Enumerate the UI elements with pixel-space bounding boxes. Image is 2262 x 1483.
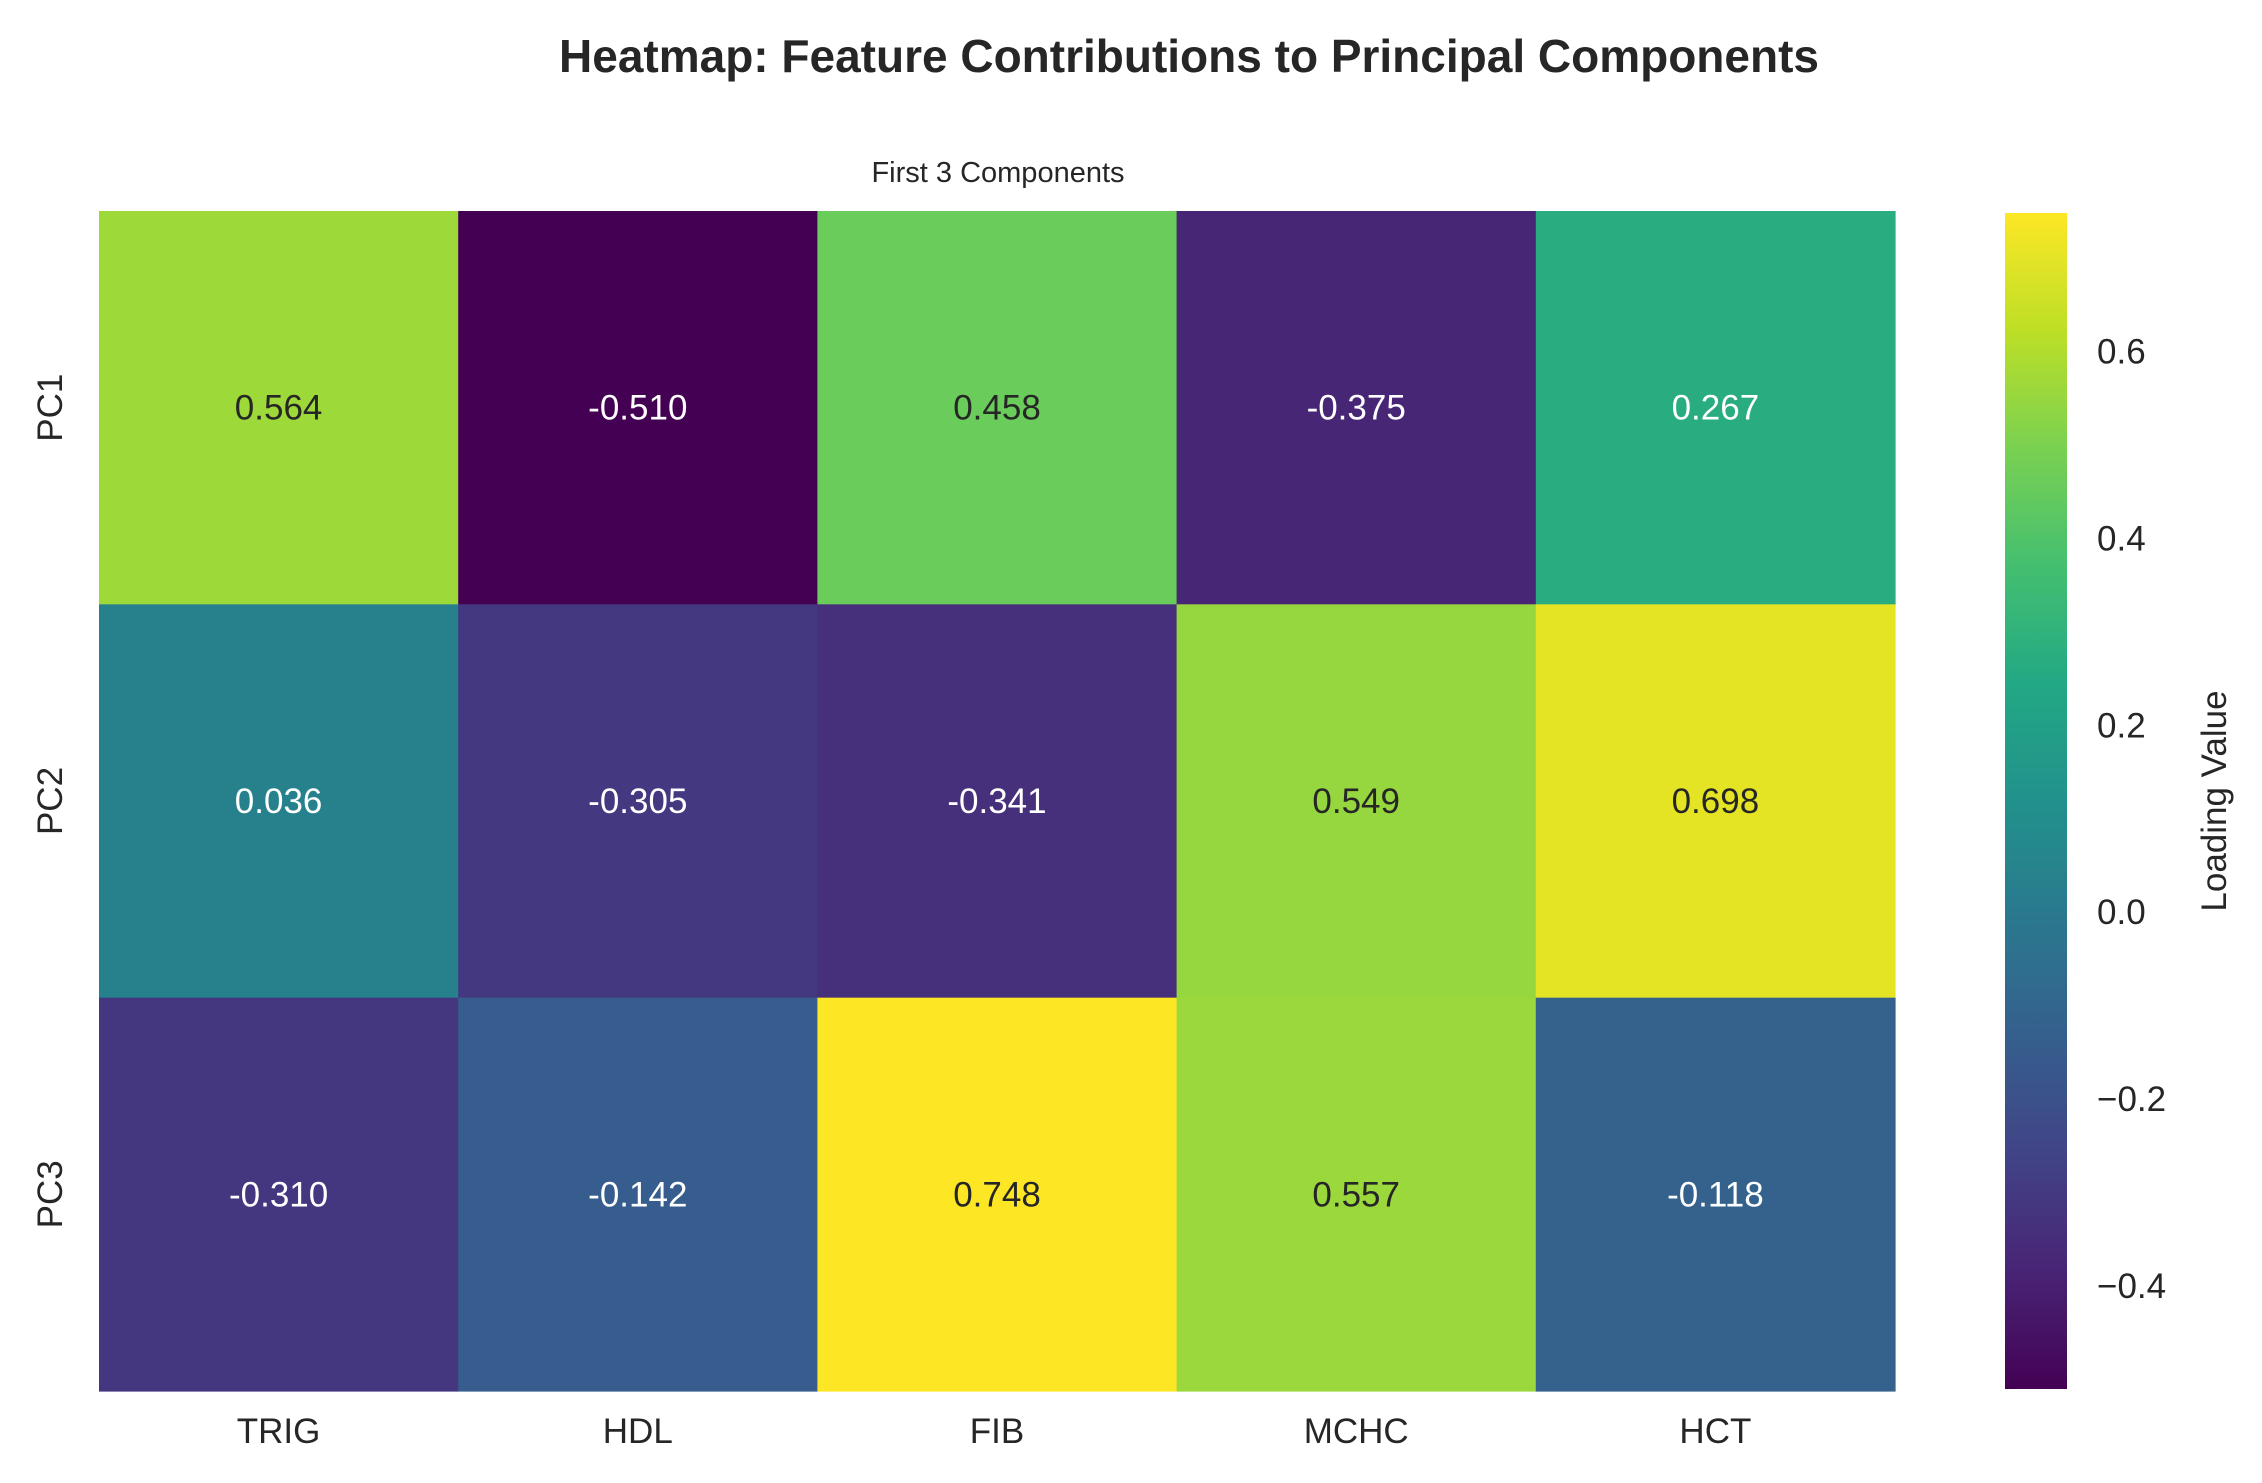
colorbar-tick-label: 0.4 [2097, 519, 2146, 558]
cell-value-label: 0.458 [953, 389, 1041, 428]
heatmap-cell-pc2-mchc [1176, 604, 1537, 999]
heatmap-cell-pc3-mchc [1176, 997, 1537, 1392]
colorbar-tick-label: 0.2 [2097, 706, 2146, 745]
heatmap-cell-pc3-fib [817, 997, 1178, 1392]
heatmap-cell-pc3-hct [1535, 997, 1896, 1392]
heatmap-cell-pc3-hdl [458, 997, 818, 1392]
heatmap-cell-pc2-trig [99, 604, 459, 999]
colorbar-tick-label: −0.2 [2097, 1080, 2166, 1119]
heatmap-cell-pc1-trig [99, 211, 459, 605]
colorbar-label: Loading Value [2195, 690, 2234, 911]
heatmap-cell-pc1-hdl [458, 211, 818, 605]
heatmap-cell-pc1-fib [817, 211, 1178, 605]
colorbar-tick-label: −0.4 [2097, 1267, 2166, 1306]
chart-subtitle: First 3 Components [871, 157, 1124, 189]
row-label-pc3: PC3 [31, 1160, 70, 1228]
cell-value-label: 0.698 [1672, 782, 1760, 821]
column-tick-labels: TRIG HDL FIB MCHC HCT [237, 1412, 1752, 1451]
cell-value-label: 0.036 [235, 782, 323, 821]
cell-value-label: -0.341 [947, 782, 1046, 821]
cell-value-label: -0.118 [1667, 1175, 1764, 1214]
row-tick-labels: PC1 PC2 PC3 [31, 374, 70, 1229]
column-label-hdl: HDL [603, 1412, 673, 1451]
cell-value-label: 0.267 [1672, 389, 1760, 428]
colorbar-tick-label: 0.6 [2097, 332, 2146, 371]
heatmap-cell-pc1-mchc [1176, 211, 1537, 605]
chart-title: Heatmap: Feature Contributions to Princi… [559, 30, 1819, 82]
cell-value-label: 0.748 [953, 1175, 1041, 1214]
cell-value-label: 0.564 [235, 389, 323, 428]
heatmap-cell-pc1-hct [1535, 211, 1896, 605]
heatmap-cell-pc3-trig [99, 997, 459, 1392]
cell-value-label: -0.305 [588, 782, 687, 821]
heatmap-cell-labels: 0.564 -0.510 0.458 -0.375 0.267 0.036 -0.305 -0… [229, 389, 1764, 1215]
cell-value-label: -0.510 [588, 389, 687, 428]
colorbar-tick-labels: −0.4 −0.2 0.0 0.2 0.4 0.6 [2097, 332, 2166, 1306]
cell-value-label: 0.549 [1312, 782, 1400, 821]
colorbar-gradient [2005, 213, 2067, 1389]
colorbar: −0.4 −0.2 0.0 0.2 0.4 0.6 Loading Value [2005, 213, 2234, 1389]
heatmap-cell-pc2-hdl [458, 604, 818, 999]
column-label-mchc: MCHC [1304, 1412, 1409, 1451]
cell-value-label: -0.310 [229, 1175, 328, 1214]
heatmap-cell-pc2-hct [1535, 604, 1896, 999]
cell-value-label: 0.557 [1312, 1175, 1400, 1214]
column-label-hct: HCT [1679, 1412, 1751, 1451]
heatmap-cell-pc2-fib [817, 604, 1178, 999]
cell-value-label: -0.142 [588, 1175, 687, 1214]
cell-value-label: -0.375 [1307, 389, 1406, 428]
colorbar-tick-label: 0.0 [2097, 893, 2146, 932]
row-label-pc1: PC1 [31, 374, 70, 442]
column-label-fib: FIB [970, 1412, 1024, 1451]
column-label-trig: TRIG [237, 1412, 321, 1451]
row-label-pc2: PC2 [31, 767, 70, 835]
heatmap-cells [99, 211, 1896, 1392]
